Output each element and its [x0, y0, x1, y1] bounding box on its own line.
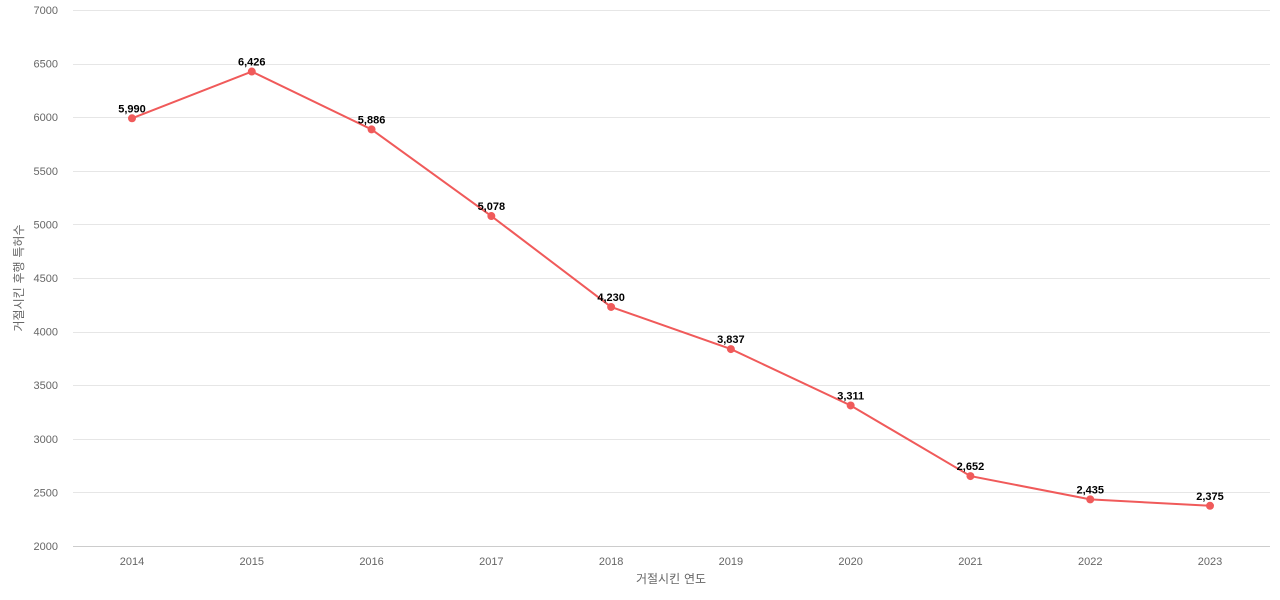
data-label: 2,375	[1196, 491, 1224, 503]
data-point[interactable]	[966, 472, 975, 481]
data-point[interactable]	[1086, 495, 1095, 504]
y-tick-label: 7000	[34, 5, 58, 17]
x-tick-label: 2023	[1198, 556, 1222, 568]
data-label: 5,990	[118, 103, 146, 115]
y-tick-label: 2500	[34, 487, 58, 499]
y-tick-label: 3500	[34, 380, 58, 392]
data-point[interactable]	[726, 345, 735, 354]
data-point[interactable]	[247, 67, 256, 76]
data-points	[128, 67, 1214, 510]
y-tick-label: 6000	[34, 112, 58, 124]
y-tick-label: 3000	[34, 434, 58, 446]
data-point[interactable]	[846, 401, 855, 410]
data-label: 3,837	[717, 334, 745, 346]
y-tick-labels: 2000 2500 3000 3500 4000 4500 5000 5500 6000 6500…	[34, 5, 58, 553]
x-tick-label: 2017	[479, 556, 503, 568]
y-tick-label: 4000	[34, 327, 58, 339]
y-tick-label: 5500	[34, 166, 58, 178]
data-label: 6,426	[238, 57, 266, 69]
data-label: 2,435	[1076, 484, 1104, 496]
x-tick-label: 2019	[719, 556, 743, 568]
data-point[interactable]	[1206, 501, 1214, 510]
x-tick-label: 2015	[240, 556, 264, 568]
y-axis-title: 거절시킨 후행 특허수	[11, 225, 26, 332]
data-label: 2,652	[957, 461, 985, 473]
x-tick-label: 2018	[599, 556, 623, 568]
x-tick-label: 2021	[958, 556, 982, 568]
data-point[interactable]	[128, 114, 136, 123]
y-tick-label: 4500	[34, 273, 58, 285]
x-tick-label: 2016	[359, 556, 383, 568]
x-tick-labels: 2014 2015 2016 2017 2018 2019 2020 2021 2022 2023	[120, 556, 1222, 568]
y-tick-label: 6500	[34, 59, 58, 71]
data-label: 3,311	[837, 390, 864, 402]
x-tick-label: 2022	[1078, 556, 1102, 568]
series-layer	[131, 70, 1211, 507]
data-label: 5,886	[358, 114, 386, 126]
x-tick-label: 2020	[838, 556, 862, 568]
data-point[interactable]	[487, 212, 496, 221]
data-point[interactable]	[607, 302, 616, 311]
x-axis-title: 거절시킨 연도	[636, 572, 706, 586]
data-label: 4,230	[597, 292, 625, 304]
grid-layer	[73, 10, 1270, 493]
y-tick-label: 2000	[34, 541, 58, 553]
data-label: 5,078	[478, 201, 506, 213]
series-line	[131, 70, 1211, 507]
x-tick-label: 2014	[120, 556, 144, 568]
data-point[interactable]	[367, 125, 376, 134]
y-tick-label: 5000	[34, 219, 58, 231]
data-labels: 5,990 6,426 5,886 5,078 4,230 3,837 3,311 2,652…	[118, 57, 1224, 503]
